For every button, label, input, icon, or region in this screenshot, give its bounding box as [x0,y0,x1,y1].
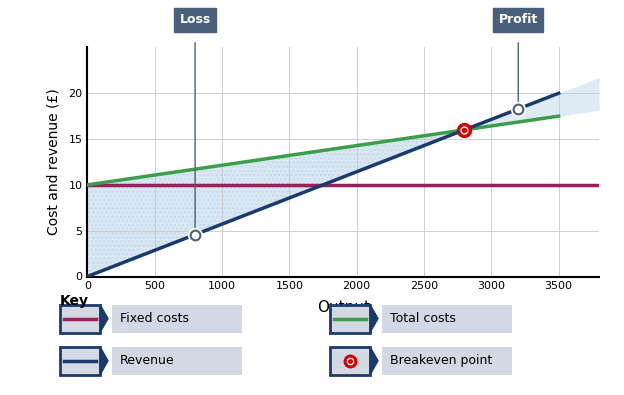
Polygon shape [370,347,378,375]
Bar [60,305,100,333]
Text: Key: Key [60,294,89,308]
Bar [330,305,370,333]
Bar [60,347,100,375]
Bar [112,347,242,375]
Polygon shape [370,305,378,333]
Y-axis label: Cost and revenue (£): Cost and revenue (£) [46,88,60,235]
Text: Revenue: Revenue [120,354,175,367]
Bar [112,305,242,333]
Bar [330,347,370,375]
Polygon shape [100,305,108,333]
Bar [382,347,512,375]
Text: Total costs: Total costs [390,312,456,325]
Text: Fixed costs: Fixed costs [120,312,189,325]
Text: Breakeven point: Breakeven point [390,354,492,367]
Polygon shape [100,347,108,375]
Bar [382,305,512,333]
Text: Profit: Profit [499,13,538,26]
Text: Loss: Loss [180,13,211,26]
X-axis label: Output: Output [317,300,369,315]
